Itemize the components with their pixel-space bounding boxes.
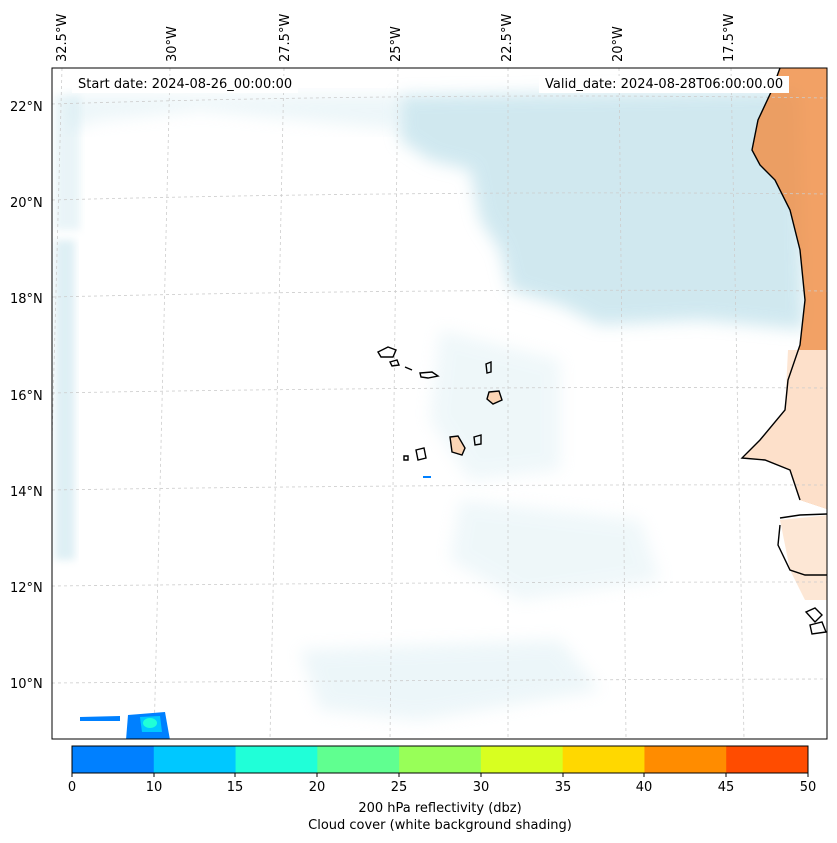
echo-streak xyxy=(80,716,120,721)
cloud-region-north-west xyxy=(70,95,400,130)
colorbar-sublabel: Cloud cover (white background shading) xyxy=(308,818,572,833)
colorbar-tick-label: 0 xyxy=(67,780,77,795)
cloud-region-north-east xyxy=(400,90,805,330)
cloud-patch-southeast xyxy=(450,500,660,600)
cloud-strip-west-upper xyxy=(55,95,80,230)
valid-date-label: Valid_date: 2024-08-28T06:00:00.00 xyxy=(539,76,790,93)
island-santiago xyxy=(449,435,466,456)
graticule xyxy=(52,68,827,739)
lon-label: 25°W xyxy=(389,26,404,62)
colorbar-frame xyxy=(71,745,809,774)
lat-label: 10°N xyxy=(10,677,43,692)
lon-label: 22.5°W xyxy=(500,14,515,62)
west-africa-land-pale xyxy=(742,350,827,509)
cloud-cover-shading xyxy=(55,90,805,720)
lon-label: 32.5°W xyxy=(55,14,70,62)
lat-label: 14°N xyxy=(10,485,43,500)
colorbar-tick-label: 20 xyxy=(308,780,326,795)
colorbar-label: 200 hPa reflectivity (dbz) xyxy=(358,801,522,816)
island-fogo xyxy=(450,436,465,455)
lat-label: 18°N xyxy=(10,292,43,307)
colorbar-tick-label: 25 xyxy=(390,780,408,795)
island-maio xyxy=(473,434,482,446)
island-boavista xyxy=(487,391,502,404)
colorbar-segment xyxy=(480,746,564,773)
island-fogo-coast xyxy=(415,447,427,461)
lat-label: 22°N xyxy=(10,100,43,115)
island-sao-nicolau xyxy=(419,371,440,379)
land-fill xyxy=(450,68,827,600)
coastlines xyxy=(377,68,827,635)
colorbar-segment xyxy=(644,746,727,773)
colorbar xyxy=(72,746,809,773)
coast-guinea-bissau xyxy=(777,524,827,576)
echo-small xyxy=(423,476,431,478)
island-sao-vicente xyxy=(388,359,400,367)
senegal-land xyxy=(780,515,827,600)
echo-cell-peak xyxy=(143,718,157,728)
reflectivity-echoes xyxy=(80,476,431,739)
island-santo-antao xyxy=(377,346,397,358)
colorbar-tick-marks xyxy=(71,773,809,777)
colorbar-segment xyxy=(153,746,237,773)
cloud-strip-west xyxy=(55,240,75,560)
colorbar-tick-label: 15 xyxy=(226,780,244,795)
lat-label: 16°N xyxy=(10,389,43,404)
cloud-patch-south xyxy=(300,640,600,720)
colorbar-tick-label: 40 xyxy=(635,780,653,795)
lon-label: 30°W xyxy=(165,26,180,62)
latitude-labels: 22°N 20°N 18°N 16°N 14°N 12°N 10°N xyxy=(10,100,43,692)
coast-gambia xyxy=(779,513,827,519)
lon-label: 20°W xyxy=(611,26,626,62)
island-sal xyxy=(485,360,492,374)
colorbar-tick-label: 45 xyxy=(717,780,735,795)
colorbar-tick-label: 10 xyxy=(145,780,163,795)
lon-label: 17.5°W xyxy=(722,14,737,62)
island-santa-luzia xyxy=(404,366,413,371)
lat-label: 20°N xyxy=(10,196,43,211)
lon-label: 27.5°W xyxy=(278,14,293,62)
coast-bijagos xyxy=(804,607,827,635)
colorbar-tick-label: 35 xyxy=(554,780,572,795)
colorbar-segment xyxy=(72,746,155,773)
colorbar-segment xyxy=(726,746,809,773)
map-frame xyxy=(51,67,828,740)
colorbar-tick-label: 30 xyxy=(472,780,490,795)
longitude-labels: 32.5°W 30°W 27.5°W 25°W 22.5°W 20°W 17.5… xyxy=(55,14,737,62)
island-brava xyxy=(403,455,409,461)
coast-west-africa xyxy=(740,68,806,501)
island-boavista-coast xyxy=(486,390,503,405)
colorbar-segment xyxy=(399,746,482,773)
colorbar-segment xyxy=(562,746,645,773)
colorbar-segment xyxy=(317,746,400,773)
lat-label: 12°N xyxy=(10,581,43,596)
colorbar-segment xyxy=(235,746,318,773)
colorbar-tick-label: 50 xyxy=(799,780,817,795)
start-date-label: Start date: 2024-08-26_00:00:00 xyxy=(72,76,299,93)
